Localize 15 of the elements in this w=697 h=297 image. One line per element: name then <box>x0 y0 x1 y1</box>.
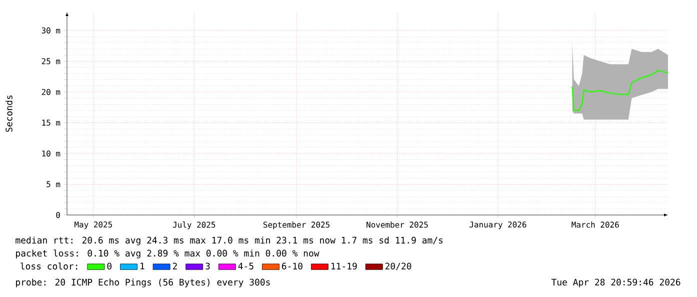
legend-label: 11-19 <box>331 262 357 270</box>
legend-label: 2 <box>172 262 177 270</box>
legend-label: 6-10 <box>282 262 302 270</box>
text: probe: 20 ICMP Echo Pings (56 Bytes) every 300s <box>16 278 270 288</box>
text: packet loss: 0.10 % avg 2.89 % max 0.00 % min 0.00 % now <box>16 250 320 258</box>
legend-label: 20/20 <box>385 262 412 270</box>
line-series <box>572 70 669 112</box>
legend-label: 4-5 <box>238 262 254 270</box>
legend-label: 3 <box>206 262 210 270</box>
legend-label: 1 <box>140 262 144 270</box>
legend-title: loss color: <box>20 262 78 270</box>
legend-label: 0 <box>107 262 112 270</box>
text: median rtt: 20.6 ms avg 24.3 ms max 17.0 ms min 23.1 ms now 1.7 ms sd 11.9 am/s <box>16 236 443 246</box>
y-axis-title: Seconds <box>5 95 12 132</box>
text: Tue Apr 28 20:59:46 2026 <box>551 278 680 288</box>
